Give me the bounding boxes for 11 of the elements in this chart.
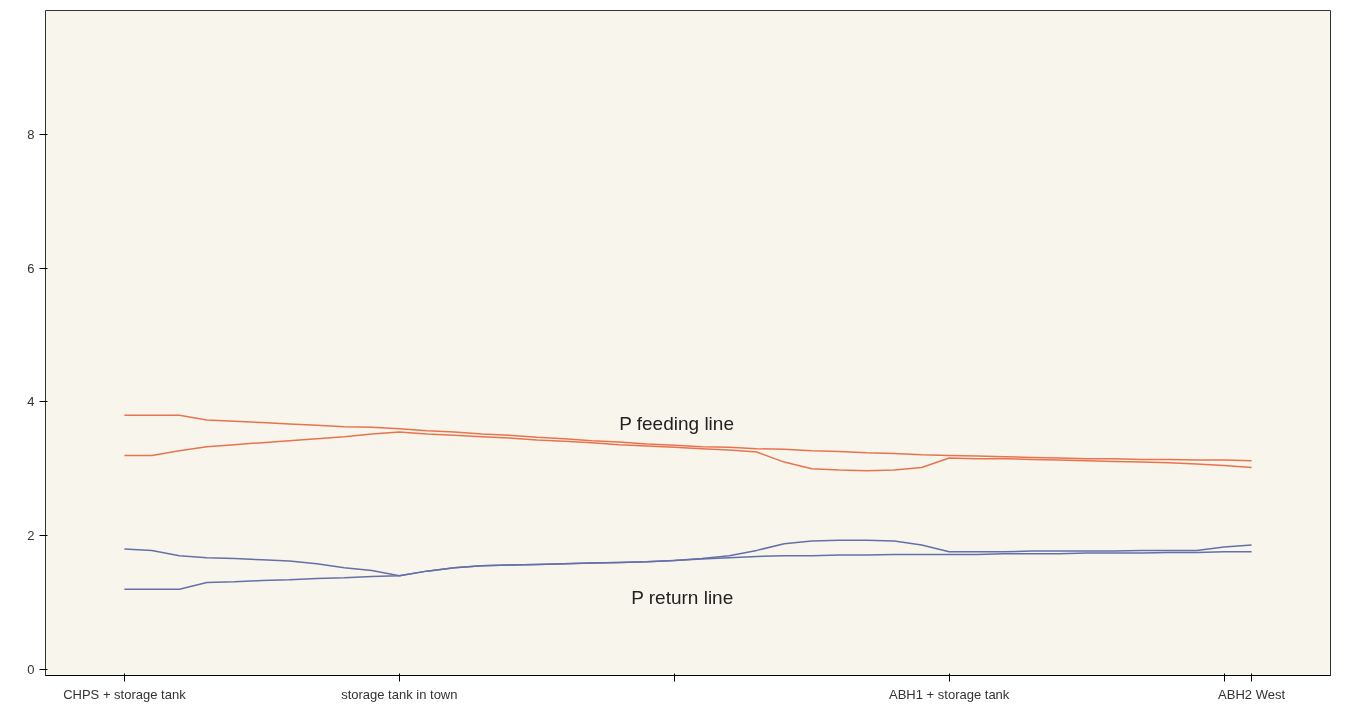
x-tick-label: storage tank in town xyxy=(341,686,458,702)
y-tick-label: 0 xyxy=(27,661,35,677)
y-tick-label: 2 xyxy=(27,528,35,544)
x-tick-label: ABH1 + storage tank xyxy=(889,686,1010,702)
annotation: P feeding line xyxy=(619,413,734,435)
y-tick-label: 4 xyxy=(27,394,35,410)
x-tick-label: ABH2 West xyxy=(1218,686,1286,702)
annotation: P return line xyxy=(631,586,734,608)
x-tick-label: CHPS + storage tank xyxy=(63,686,187,702)
y-tick-label: 8 xyxy=(27,126,35,142)
y-tick-label: 6 xyxy=(27,260,35,276)
